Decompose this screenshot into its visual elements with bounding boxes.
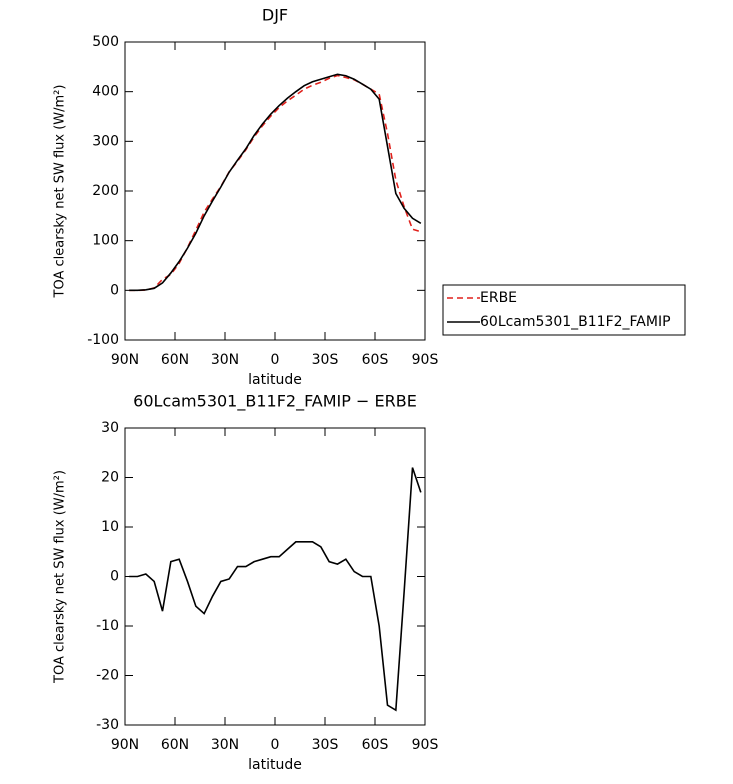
chart-title: DJF [262, 6, 288, 25]
y-axis-label: TOA clearsky net SW flux (W/m²) [53, 470, 68, 684]
legend: ERBE 60Lcam5301_B11F2_FAMIP [442, 284, 686, 336]
x-tick-label: 60S [362, 737, 389, 753]
y-tick-label: 300 [92, 133, 119, 149]
x-tick-label: 90S [412, 352, 439, 368]
x-tick-label: 90N [111, 737, 139, 753]
panel: 60Lcam5301_B11F2_FAMIP − ERBE 90N 60N 30N 0 3… [53, 392, 439, 774]
x-tick-label: 90N [111, 352, 139, 368]
x-axis-label: latitude [248, 757, 302, 773]
panel: DJF 90N 60N 30N 0 30S 60S 90S -100 0 100 200 300 400 5… [53, 6, 439, 389]
y-tick-label: -100 [87, 332, 119, 348]
x-tick-label: 0 [271, 352, 280, 368]
x-tick-label: 60N [161, 737, 189, 753]
y-tick-label: -30 [96, 717, 119, 733]
x-tick-label: 90S [412, 737, 439, 753]
plot-frame [124, 427, 426, 726]
legend-box [442, 284, 686, 336]
y-tick-label: 10 [101, 519, 119, 535]
y-tick-label: 20 [101, 470, 119, 486]
y-tick-label: -20 [96, 668, 119, 684]
y-tick-label: 200 [92, 183, 119, 199]
data-line [129, 467, 422, 712]
y-tick-label: 500 [92, 34, 119, 50]
y-tick-label: 30 [101, 420, 119, 436]
x-tick-label: 30S [312, 352, 339, 368]
x-tick-label: 60N [161, 352, 189, 368]
y-axis-label: TOA clearsky net SW flux (W/m²) [53, 85, 68, 299]
x-tick-label: 30S [312, 737, 339, 753]
x-tick-label: 60S [362, 352, 389, 368]
y-tick-label: 400 [92, 84, 119, 100]
x-tick-label: 30N [211, 352, 239, 368]
data-line [129, 73, 422, 292]
data-line [129, 74, 422, 292]
chart-title: 60Lcam5301_B11F2_FAMIP − ERBE [133, 392, 417, 412]
y-tick-label: 0 [110, 569, 119, 585]
y-tick-label: 100 [92, 233, 119, 249]
x-axis-label: latitude [248, 372, 302, 388]
legend-label: ERBE [480, 290, 517, 306]
y-tick-label: -10 [96, 618, 119, 634]
legend-label: 60Lcam5301_B11F2_FAMIP [480, 314, 671, 330]
plot-frame [124, 41, 426, 341]
x-tick-label: 30N [211, 737, 239, 753]
y-tick-label: 0 [110, 282, 119, 298]
x-tick-label: 0 [271, 737, 280, 753]
